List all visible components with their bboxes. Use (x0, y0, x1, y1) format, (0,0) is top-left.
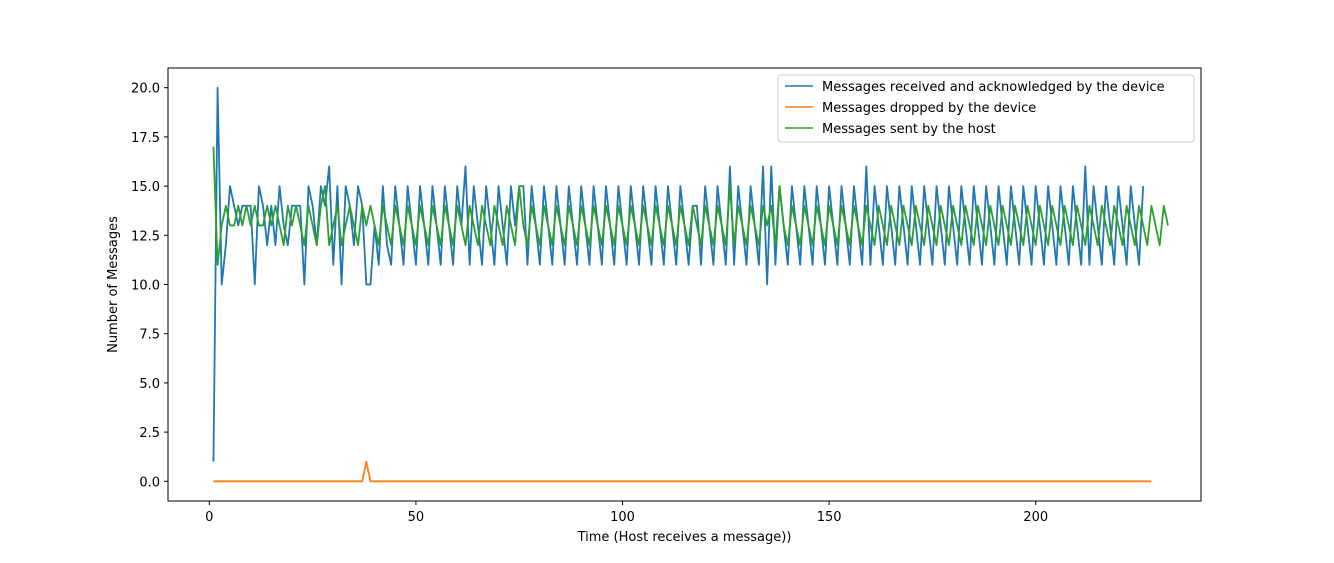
legend-label-sent: Messages sent by the host (822, 122, 996, 137)
series-layer (212, 86, 1169, 483)
y-tick-label: 20.0 (131, 82, 160, 97)
legend-label-dropped: Messages dropped by the device (822, 101, 1036, 116)
y-tick-label: 2.5 (139, 426, 160, 441)
y-tick-label: 7.5 (139, 328, 160, 343)
series-line-dropped (213, 460, 1152, 483)
y-tick-label: 10.0 (131, 279, 160, 294)
series-line-received (212, 86, 1145, 462)
legend-box (777, 74, 1195, 143)
x-tick-label: 200 (1023, 510, 1048, 525)
x-tick-label: 50 (408, 510, 425, 525)
y-tick-label: 15.0 (131, 180, 160, 195)
x-tick-label: 100 (610, 510, 635, 525)
legend-label-received: Messages received and acknowledged by th… (822, 80, 1165, 95)
y-axis: 0.0 2.5 5.0 7.5 10.0 12.5 15.0 17.5 20.0 (131, 82, 168, 490)
y-axis-label: Number of Messages (106, 216, 121, 353)
series-line-sent (212, 146, 1169, 266)
y-tick-label: 17.5 (131, 131, 160, 146)
x-axis-label: Time (Host receives a message)) (577, 530, 792, 545)
y-tick-label: 0.0 (139, 475, 160, 490)
legend: Messages received and acknowledged by th… (777, 74, 1195, 143)
x-axis: 0 50 100 150 200 (205, 501, 1048, 525)
x-tick-label: 0 (205, 510, 213, 525)
x-tick-label: 150 (817, 510, 842, 525)
y-tick-label: 5.0 (139, 377, 160, 392)
y-tick-label: 12.5 (131, 229, 160, 244)
